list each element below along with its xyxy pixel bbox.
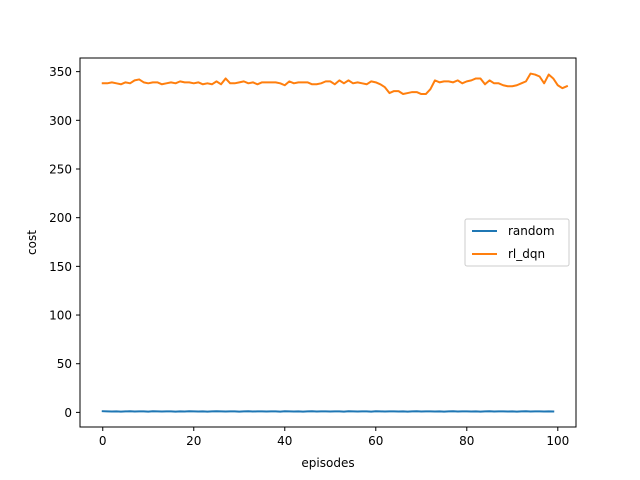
x-axis-title: episodes: [301, 456, 354, 470]
plot-frame: [79, 57, 577, 428]
x-tick-label: 40: [277, 434, 292, 448]
x-tick-label: 20: [186, 434, 201, 448]
x-tick-label: 80: [459, 434, 474, 448]
y-tick-label: 100: [49, 309, 72, 323]
y-axis-title: cost: [25, 230, 39, 255]
x-tick-label: 0: [99, 434, 107, 448]
legend-label-random: random: [508, 224, 555, 238]
y-tick-label: 200: [49, 211, 72, 225]
x-tick-label: 100: [546, 434, 569, 448]
y-tick-label: 250: [49, 162, 72, 176]
legend-label-rl-dqn: rl_dqn: [508, 247, 545, 261]
x-tick-label: 60: [368, 434, 383, 448]
y-tick-label: 0: [64, 406, 72, 420]
y-tick-label: 50: [57, 357, 72, 371]
series-line-rl-dqn: [101, 72, 569, 96]
y-tick-label: 150: [49, 260, 72, 274]
legend: random rl_dqn: [464, 218, 570, 267]
x-axis: 0 20 40 60 80 100: [99, 427, 569, 448]
y-tick-label: 350: [49, 65, 72, 79]
series-layer: [101, 72, 569, 413]
y-tick-label: 300: [49, 114, 72, 128]
y-axis: 0 50 100 150 200 250 300 350: [49, 65, 80, 420]
